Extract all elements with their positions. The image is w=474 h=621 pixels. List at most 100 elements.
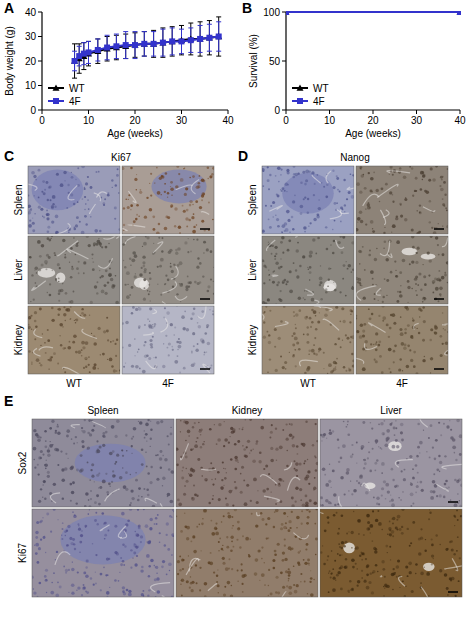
- tissue-ground: [176, 419, 318, 507]
- cell-nucleus: [144, 324, 146, 326]
- cell-nucleus: [390, 371, 392, 373]
- cell-nucleus: [431, 357, 432, 358]
- cell-nucleus: [368, 254, 371, 257]
- error-cap: [72, 78, 77, 79]
- cell-nucleus: [268, 218, 270, 220]
- cell-nucleus: [419, 316, 420, 317]
- tissue-ground: [122, 306, 214, 374]
- cell-nucleus: [212, 313, 214, 315]
- cell-nucleus: [288, 239, 291, 242]
- cell-nucleus: [201, 179, 205, 183]
- cell-nucleus: [375, 348, 378, 351]
- cell-nucleus: [162, 477, 165, 480]
- tissue-gap: [377, 184, 398, 197]
- cell-nucleus: [300, 181, 303, 184]
- error-bar: [160, 28, 165, 57]
- cell-nucleus: [300, 212, 303, 215]
- cell-nucleus: [44, 445, 47, 448]
- cell-nucleus: [206, 324, 209, 327]
- cell-nucleus: [307, 366, 311, 370]
- legend-label: 4F: [313, 96, 325, 107]
- cell-nucleus: [320, 265, 321, 266]
- tissue-gap: [266, 240, 275, 251]
- x-tick-label: 40: [222, 115, 234, 126]
- cell-nucleus: [241, 466, 244, 469]
- tissue-gap: [272, 275, 278, 276]
- cell-nucleus: [70, 500, 72, 502]
- error-bar: [160, 29, 165, 56]
- cell-nucleus: [349, 341, 351, 343]
- cell-nucleus: [352, 286, 353, 287]
- cell-nucleus: [359, 250, 362, 253]
- image-panel: DNanogSpleenLiverKidneyWT4F: [238, 148, 463, 389]
- cell-nucleus: [81, 349, 83, 351]
- cell-nucleus: [365, 223, 367, 225]
- cell-nucleus: [28, 205, 31, 209]
- error-bar: [77, 44, 82, 73]
- cell-nucleus: [174, 264, 176, 266]
- cell-nucleus: [104, 284, 107, 287]
- marker-triangle: [104, 45, 111, 51]
- cell-nucleus: [145, 433, 148, 436]
- cell-nucleus: [267, 371, 269, 373]
- cell-nucleus: [323, 186, 325, 188]
- x-tick: [329, 110, 330, 114]
- cell-nucleus: [179, 261, 183, 265]
- cell-nucleus: [182, 327, 185, 330]
- cell-nucleus: [309, 271, 312, 274]
- cell-nucleus: [102, 432, 105, 435]
- cell-nucleus: [327, 285, 329, 287]
- plot-data: [286, 11, 461, 15]
- micrograph: [262, 236, 354, 304]
- error-cap: [95, 38, 100, 39]
- cell-nucleus: [65, 453, 67, 455]
- error-cap: [142, 31, 147, 32]
- error-cap: [179, 54, 184, 55]
- cell-nucleus: [193, 345, 195, 347]
- cell-nucleus: [160, 420, 163, 423]
- cell-nucleus: [310, 326, 312, 328]
- cell-nucleus: [126, 271, 130, 275]
- cell-nucleus: [177, 355, 179, 357]
- cell-nucleus: [414, 277, 417, 280]
- cell-nucleus: [167, 435, 169, 437]
- cell-nucleus: [58, 277, 60, 279]
- cell-nucleus: [46, 460, 47, 461]
- cell-nucleus: [352, 269, 354, 271]
- x-tick-label: 30: [411, 115, 423, 126]
- error-cap: [133, 31, 138, 32]
- cell-nucleus: [156, 232, 160, 234]
- cell-nucleus: [166, 311, 170, 315]
- cell-nucleus: [144, 216, 147, 219]
- cell-nucleus: [375, 189, 378, 192]
- cell-nucleus: [29, 220, 31, 222]
- error-cap: [142, 56, 147, 57]
- cell-nucleus: [307, 459, 308, 460]
- cell-nucleus: [105, 269, 108, 272]
- cell-nucleus: [303, 226, 307, 230]
- cell-nucleus: [368, 308, 370, 310]
- cell-nucleus: [84, 505, 87, 507]
- cell-nucleus: [372, 230, 375, 233]
- cell-nucleus: [84, 215, 87, 218]
- tissue-gap: [369, 323, 386, 333]
- cell-nucleus: [92, 268, 95, 271]
- tissue-gap: [52, 223, 70, 234]
- tissue-ground: [28, 166, 120, 234]
- cell-nucleus: [286, 438, 289, 441]
- cell-nucleus: [415, 177, 418, 180]
- cell-nucleus: [99, 230, 102, 233]
- cell-nucleus: [413, 365, 416, 368]
- cell-nucleus: [309, 222, 311, 224]
- cell-nucleus: [269, 279, 271, 281]
- cell-nucleus: [345, 370, 347, 372]
- x-axis-title: Age (weeks): [107, 128, 163, 139]
- cell-nucleus: [97, 448, 99, 450]
- cell-nucleus: [42, 216, 43, 217]
- cell-nucleus: [212, 495, 213, 496]
- cell-nucleus: [404, 328, 407, 331]
- error-cap: [207, 51, 212, 52]
- cell-nucleus: [294, 195, 296, 197]
- cell-nucleus: [55, 279, 57, 281]
- cell-nucleus: [58, 281, 59, 282]
